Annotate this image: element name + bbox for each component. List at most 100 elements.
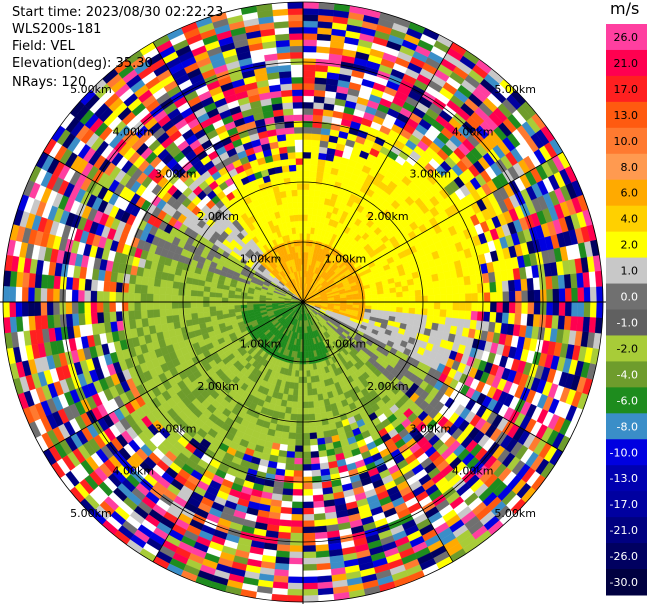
velocity-cell	[287, 582, 304, 590]
velocity-cell	[282, 488, 294, 496]
velocity-cell	[298, 376, 304, 384]
velocity-cell	[284, 412, 292, 421]
velocity-cell	[545, 275, 553, 290]
velocity-cell	[34, 301, 42, 317]
velocity-cell	[310, 158, 319, 166]
velocity-cell	[40, 274, 49, 289]
velocity-cell	[281, 165, 290, 173]
velocity-cell	[280, 89, 293, 98]
velocity-cell	[295, 432, 304, 440]
velocity-cell	[302, 395, 309, 403]
velocity-cell	[221, 293, 229, 299]
velocity-cell	[295, 170, 304, 178]
velocity-cell	[240, 295, 248, 300]
velocity-cell	[302, 545, 317, 553]
velocity-cell	[310, 451, 320, 459]
velocity-cell	[306, 233, 311, 240]
velocity-cell	[15, 286, 23, 303]
velocity-cell	[9, 286, 17, 303]
velocity-cell	[96, 280, 105, 292]
velocity-cell	[185, 277, 194, 285]
velocity-cell	[402, 296, 410, 303]
velocity-cell	[302, 133, 312, 140]
velocity-cell	[234, 298, 241, 303]
velocity-cell	[313, 83, 327, 91]
velocity-cell	[383, 297, 391, 303]
velocity-cell	[302, 233, 307, 240]
velocity-cell	[190, 301, 198, 309]
velocity-cell	[197, 285, 205, 292]
velocity-cell	[279, 83, 293, 91]
velocity-cell	[196, 296, 204, 303]
velocity-cell	[307, 395, 314, 403]
velocity-cell	[288, 388, 295, 396]
velocity-cell	[298, 370, 304, 378]
velocity-cell	[315, 45, 330, 54]
velocity-cell	[71, 277, 80, 291]
velocity-cell	[527, 289, 535, 303]
velocity-cell	[9, 301, 17, 318]
velocity-cell	[294, 133, 304, 140]
velocity-cell	[302, 126, 313, 134]
velocity-cell	[274, 562, 290, 571]
velocity-cell	[444, 278, 453, 288]
velocity-cell	[278, 531, 292, 540]
velocity-cell	[302, 507, 315, 515]
velocity-cell	[291, 89, 304, 97]
velocity-cell	[53, 314, 61, 329]
velocity-cell	[277, 140, 287, 148]
velocity-cell	[496, 291, 504, 303]
velocity-cell	[293, 114, 304, 122]
velocity-cell	[316, 562, 332, 571]
velocity-cell	[140, 293, 148, 303]
velocity-cell	[203, 286, 211, 293]
velocity-cell	[103, 280, 111, 293]
velocity-cell	[302, 464, 312, 471]
velocity-cell	[314, 412, 322, 421]
velocity-cell	[196, 290, 204, 297]
velocity-cell	[465, 293, 472, 303]
velocity-cell	[115, 301, 123, 312]
velocity-cell	[433, 287, 441, 296]
velocity-cell	[302, 588, 319, 596]
velocity-cell	[291, 369, 296, 377]
velocity-cell	[312, 102, 325, 110]
velocity-cell	[165, 294, 173, 303]
velocity-cell	[596, 286, 604, 303]
velocity-cell	[281, 500, 293, 509]
velocity-cell	[302, 20, 318, 28]
velocity-cell	[34, 287, 42, 303]
velocity-cell	[294, 145, 304, 153]
velocity-cell	[21, 287, 29, 303]
velocity-cell	[291, 507, 304, 515]
velocity-cell	[284, 127, 295, 135]
velocity-cell	[284, 469, 295, 477]
velocity-cell	[533, 289, 541, 303]
velocity-cell	[171, 301, 179, 310]
velocity-cell	[508, 290, 516, 303]
velocity-cell	[308, 183, 316, 191]
velocity-cell	[302, 195, 309, 203]
velocity-cell	[115, 292, 123, 303]
velocity-cell	[315, 425, 324, 433]
velocity-cell	[313, 189, 321, 198]
velocity-cell	[296, 351, 301, 359]
velocity-cell	[190, 307, 198, 314]
velocity-cell	[312, 494, 325, 502]
velocity-cell	[2, 286, 10, 303]
velocity-cell	[290, 70, 304, 78]
velocity-cell	[276, 45, 291, 54]
velocity-cell	[308, 189, 315, 197]
velocity-cell	[299, 364, 304, 371]
velocity-cell	[295, 164, 304, 172]
velocity-cell	[445, 286, 453, 295]
velocity-cell	[196, 301, 204, 308]
velocity-cell	[293, 126, 304, 134]
velocity-cell	[184, 307, 192, 315]
velocity-cell	[302, 532, 316, 540]
velocity-cell	[310, 227, 315, 235]
velocity-cell	[172, 314, 180, 323]
velocity-cell	[309, 170, 317, 178]
velocity-cell	[289, 382, 295, 390]
velocity-cell	[289, 545, 304, 553]
